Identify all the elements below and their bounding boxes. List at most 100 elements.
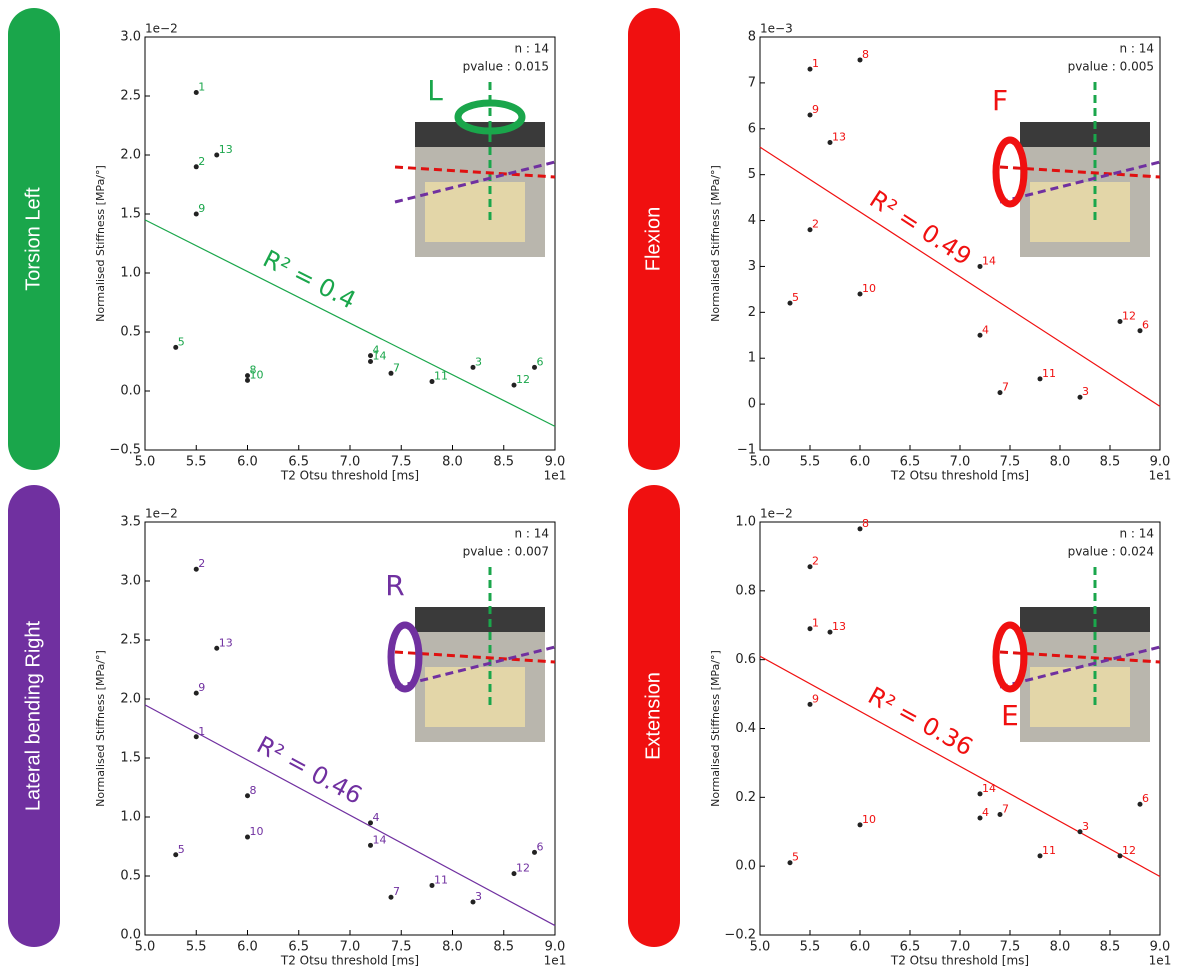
inset-letter: L <box>427 74 443 107</box>
p-annotation: pvalue : 0.015 <box>463 60 549 74</box>
point-label: 3 <box>475 890 482 903</box>
x-tick-label: 7.5 <box>1000 940 1021 955</box>
y-offset: 1e−2 <box>145 507 178 521</box>
x-tick-label: 6.5 <box>900 940 921 955</box>
side-label: Torsion Left <box>22 187 44 291</box>
x-offset: 1e1 <box>1149 469 1172 483</box>
x-tick-label: 7.5 <box>391 940 412 955</box>
y-tick-label: 0.2 <box>735 790 756 805</box>
x-tick-label: 5.0 <box>135 455 156 470</box>
y-axis-label: Normalised Stiffness [MPa/°] <box>94 165 107 322</box>
point-label: 13 <box>219 636 233 649</box>
point-label: 6 <box>1142 319 1149 332</box>
x-tick-label: 6.0 <box>237 940 258 955</box>
point-label: 10 <box>250 368 264 381</box>
x-tick-label: 5.0 <box>750 940 771 955</box>
y-tick-label: 4 <box>748 213 756 228</box>
point-label: 3 <box>1082 385 1089 398</box>
x-tick-label: 5.5 <box>800 455 821 470</box>
point-label: 14 <box>373 350 387 363</box>
point-label: 7 <box>393 885 400 898</box>
x-tick-label: 7.0 <box>340 940 361 955</box>
y-tick-label: 0.5 <box>120 325 141 340</box>
x-offset: 1e1 <box>1149 954 1172 968</box>
point-label: 6 <box>1142 792 1149 805</box>
x-tick-label: 6.0 <box>850 455 871 470</box>
point-label: 10 <box>862 282 876 295</box>
y-tick-label: 5 <box>748 167 756 182</box>
point-label: 10 <box>250 825 264 838</box>
point-label: 2 <box>198 557 205 570</box>
y-tick-label: 3 <box>748 259 756 274</box>
y-tick-label: 2.5 <box>120 633 141 648</box>
x-tick-label: 7.0 <box>950 940 971 955</box>
x-axis-label: T2 Otsu threshold [ms] <box>280 469 419 483</box>
x-tick-label: 9.0 <box>1150 455 1171 470</box>
point-label: 3 <box>1082 820 1089 833</box>
x-axis-label: T2 Otsu threshold [ms] <box>890 954 1029 968</box>
x-tick-label: 8.5 <box>493 940 514 955</box>
x-tick-label: 5.5 <box>186 455 207 470</box>
point-label: 10 <box>862 813 876 826</box>
side-label: Flexion <box>642 207 664 271</box>
x-tick-label: 6.5 <box>900 455 921 470</box>
point-label: 8 <box>250 784 257 797</box>
x-tick-label: 7.0 <box>340 455 361 470</box>
x-tick-label: 8.5 <box>1100 455 1121 470</box>
point-label: 11 <box>434 370 448 383</box>
y-tick-label: 8 <box>748 30 756 45</box>
point-label: 1 <box>198 725 205 738</box>
point-label: 7 <box>393 361 400 374</box>
y-offset: 1e−2 <box>145 22 178 36</box>
point-label: 13 <box>832 131 846 144</box>
x-tick-label: 7.0 <box>950 455 971 470</box>
y-tick-label: 0.0 <box>735 859 756 874</box>
point-label: 3 <box>475 355 482 368</box>
point-label: 12 <box>516 373 530 386</box>
point-label: 14 <box>982 254 996 267</box>
y-offset: 1e−2 <box>760 507 793 521</box>
point-label: 1 <box>812 617 819 630</box>
point-label: 14 <box>373 833 387 846</box>
inset-letter: F <box>992 84 1008 117</box>
y-tick-label: 7 <box>748 75 756 90</box>
p-annotation: pvalue : 0.005 <box>1068 60 1154 74</box>
x-tick-label: 5.0 <box>135 940 156 955</box>
x-offset: 1e1 <box>544 469 567 483</box>
figure: Torsion Left−0.50.00.51.01.52.02.53.05.0… <box>0 0 1186 976</box>
x-tick-label: 9.0 <box>545 455 566 470</box>
rotation-arrow <box>996 140 1024 204</box>
y-axis-label: Normalised Stiffness [MPa/°] <box>709 165 722 322</box>
inset-detail <box>1020 122 1150 147</box>
point-label: 1 <box>198 80 205 93</box>
y-tick-label: 1.0 <box>120 266 141 281</box>
inset-letter: R <box>385 569 404 602</box>
point-label: 2 <box>812 555 819 568</box>
point-label: 6 <box>537 840 544 853</box>
point-label: 2 <box>198 155 205 168</box>
side-label: Extension <box>642 672 664 760</box>
point-label: 12 <box>1122 844 1136 857</box>
n-annotation: n : 14 <box>514 42 549 56</box>
rotation-arrow <box>996 625 1024 689</box>
point-label: 7 <box>1002 381 1009 394</box>
y-tick-label: 3.0 <box>120 30 141 45</box>
point-label: 8 <box>862 48 869 61</box>
point-label: 14 <box>982 782 996 795</box>
y-tick-label: 2.0 <box>120 692 141 707</box>
x-tick-label: 8.0 <box>442 940 463 955</box>
point-label: 4 <box>373 811 380 824</box>
x-tick-label: 9.0 <box>1150 940 1171 955</box>
x-tick-label: 6.0 <box>237 455 258 470</box>
p-annotation: pvalue : 0.024 <box>1068 545 1154 559</box>
r2-label: R² = 0.36 <box>863 681 977 761</box>
y-tick-label: 1.0 <box>120 810 141 825</box>
point-label: 11 <box>1042 367 1056 380</box>
y-offset: 1e−3 <box>760 22 793 36</box>
side-label: Lateral bending Right <box>22 620 44 811</box>
point-label: 4 <box>982 323 989 336</box>
y-tick-label: 1 <box>748 351 756 366</box>
point-label: 5 <box>792 291 799 304</box>
y-axis-label: Normalised Stiffness [MPa/°] <box>94 650 107 807</box>
y-axis-label: Normalised Stiffness [MPa/°] <box>709 650 722 807</box>
